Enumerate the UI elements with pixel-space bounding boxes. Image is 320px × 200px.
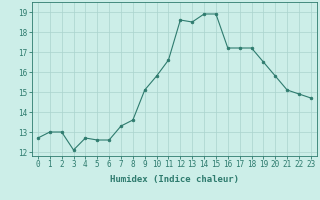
X-axis label: Humidex (Indice chaleur): Humidex (Indice chaleur) [110,175,239,184]
